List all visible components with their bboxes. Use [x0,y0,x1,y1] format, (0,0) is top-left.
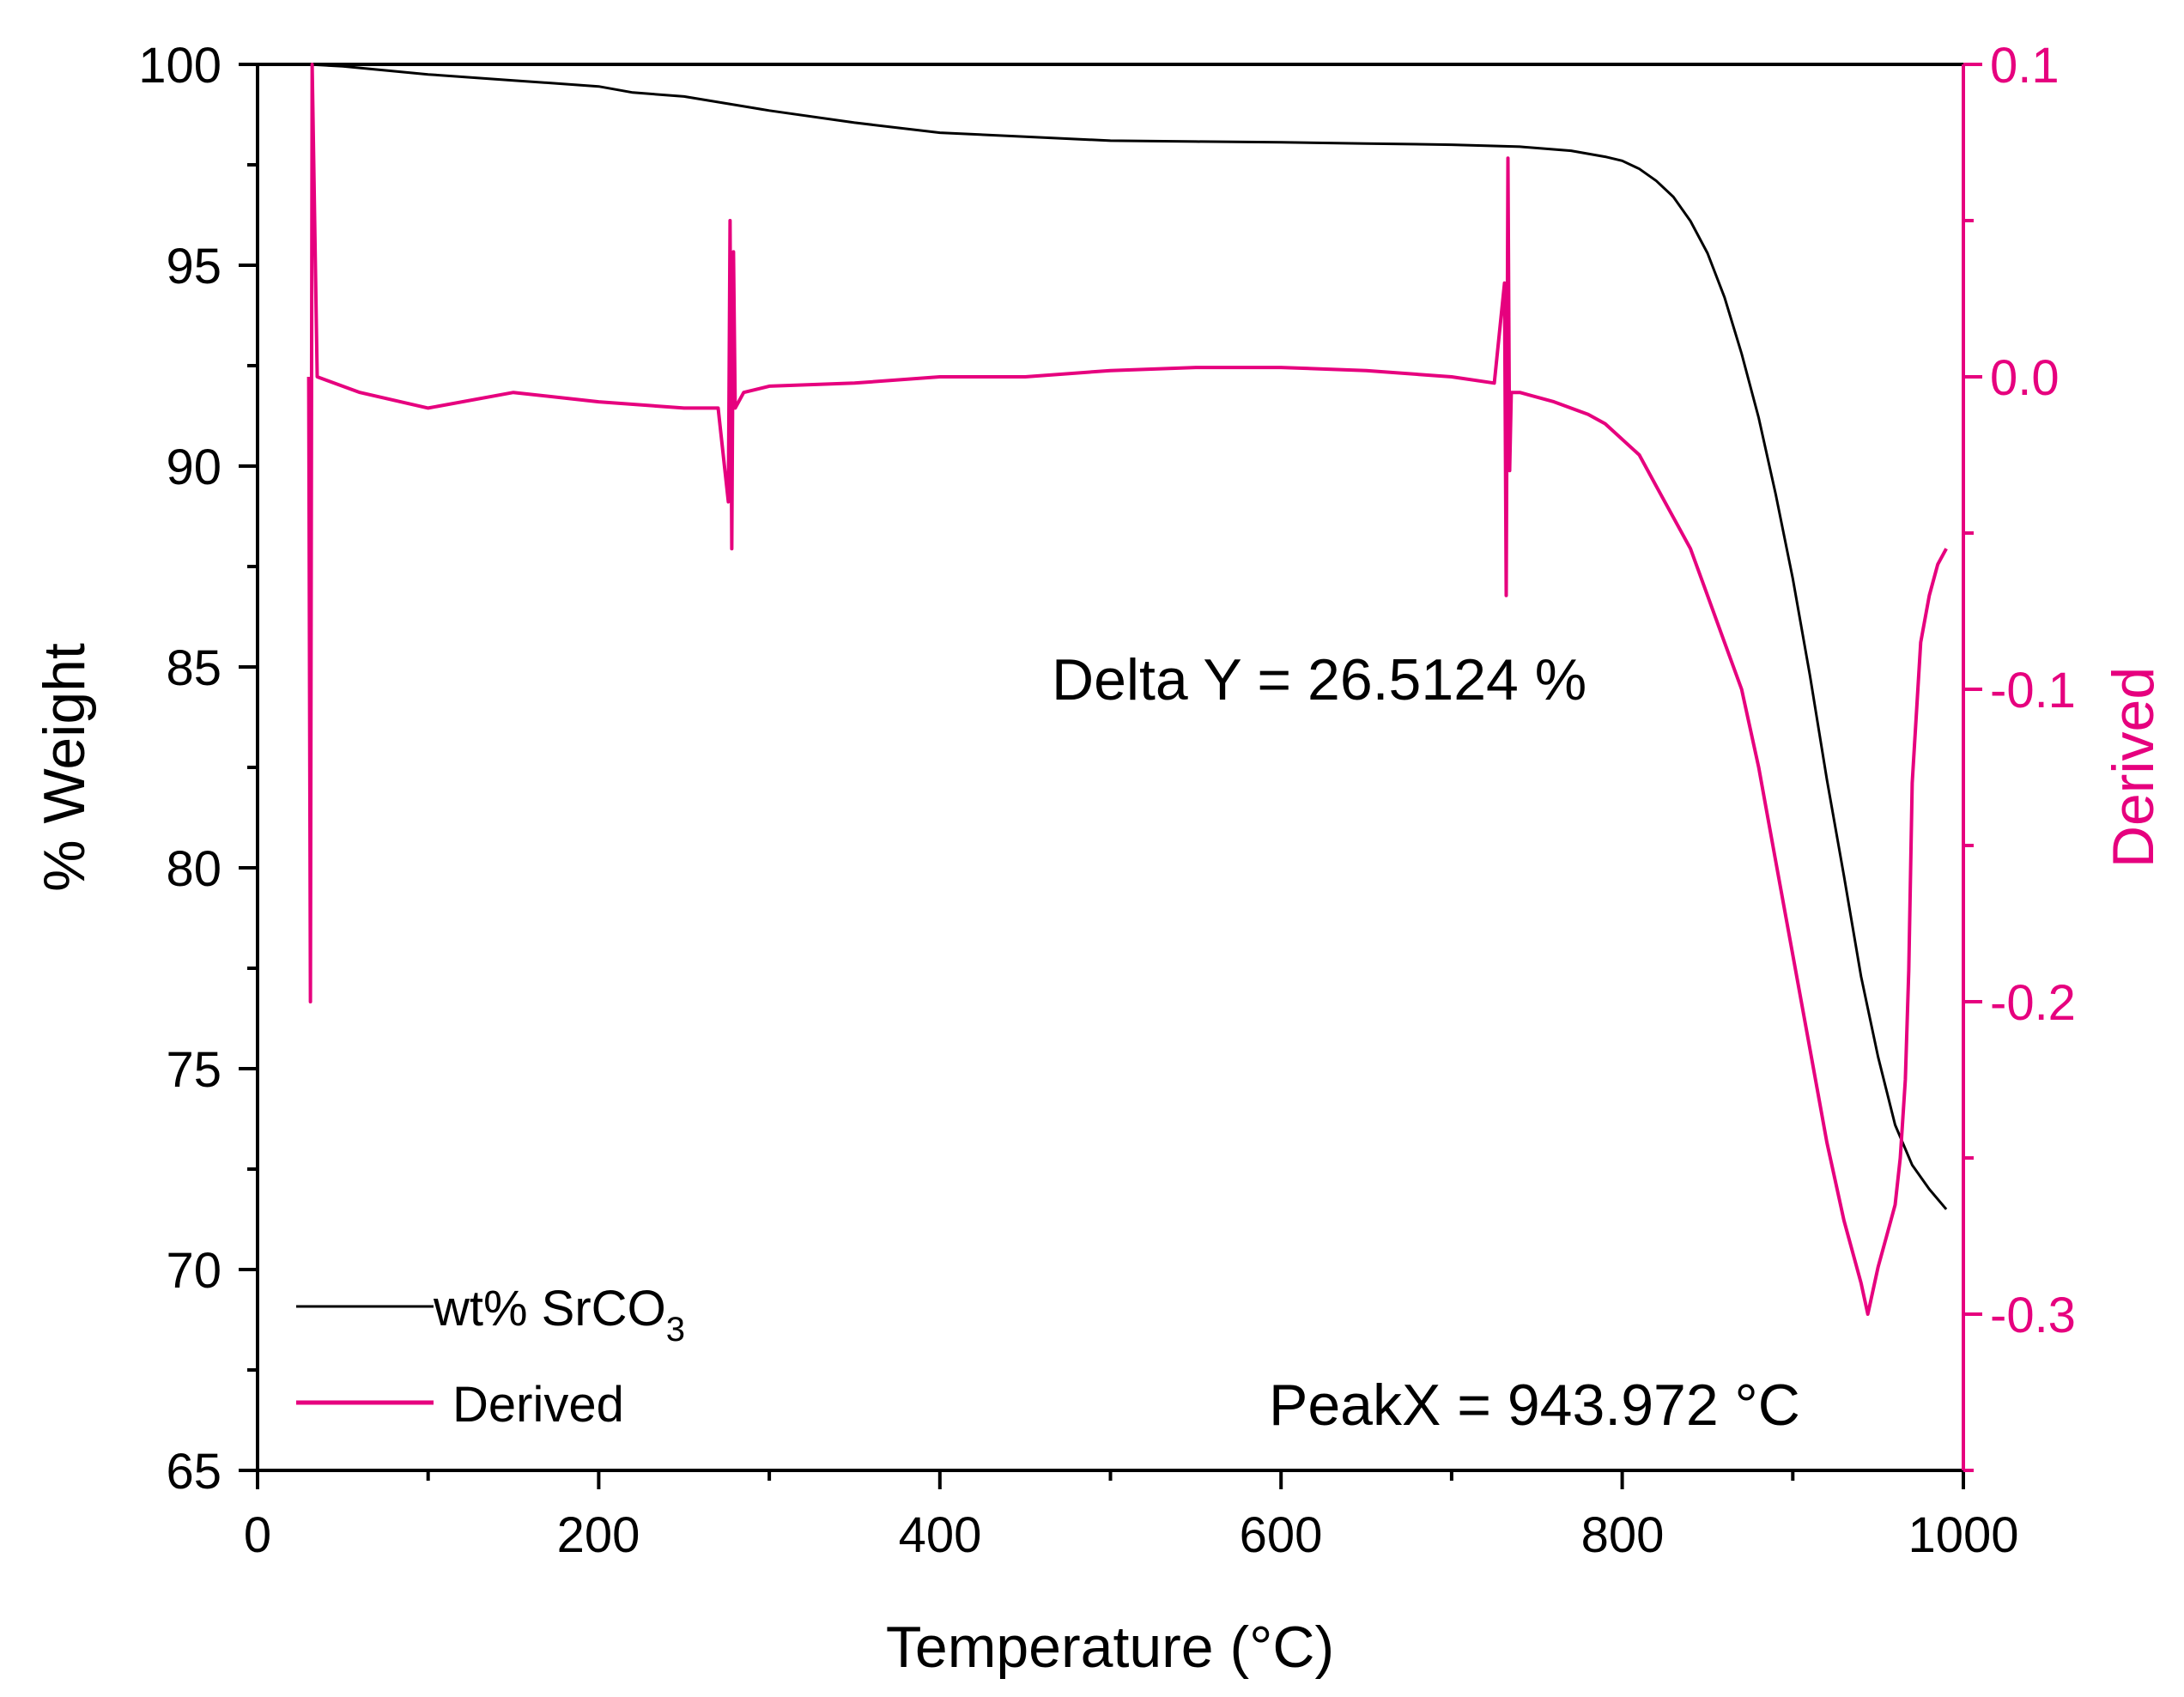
x-tick-label: 200 [557,1507,640,1563]
legend: wt% SrCO3 Derived [296,1281,685,1433]
legend-subscript: 3 [666,1311,685,1349]
y-axis-title: % Weight [32,643,97,892]
y-tick-label: 90 [166,439,221,495]
y2-tick-label: 0.0 [1990,350,2060,406]
x-tick-label: 1000 [1908,1507,2018,1563]
y-tick-labels: 65 70 75 80 85 90 95 100 [138,38,221,1500]
weight-series-line [308,63,1948,1210]
x-axis-title: Temperature (°C) [886,1615,1334,1680]
y-tick-label: 65 [166,1444,221,1500]
y2-tick-labels: 0.1 0.0 -0.1 -0.2 -0.3 [1990,38,2076,1343]
y-tick-label: 85 [166,640,221,696]
y2-tick-label: 0.1 [1990,38,2060,94]
y-tick-label: 70 [166,1243,221,1299]
x-tick-label: 400 [899,1507,982,1563]
derived-series-line [306,63,1948,1316]
legend-label-weight: wt% SrCO3 [433,1281,685,1349]
y2-tick-label: -0.2 [1990,975,2076,1031]
x-tick-label: 600 [1240,1507,1323,1563]
y2-tick-label: -0.3 [1990,1288,2076,1343]
x-tick-label: 0 [244,1507,271,1563]
y-tick-label: 75 [166,1042,221,1098]
y-tick-label: 95 [166,239,221,294]
y2-tick-label: -0.1 [1990,663,2076,718]
delta-y-annotation: Delta Y = 26.5124 % [1052,647,1586,712]
peak-x-annotation: PeakX = 943.972 °C [1269,1373,1800,1438]
x-tick-label: 800 [1581,1507,1665,1563]
y2-axis-title: Derived [2101,667,2166,868]
y-tick-label: 80 [166,841,221,897]
y-tick-label: 100 [138,38,221,94]
legend-label-derived: Derived [452,1377,624,1433]
x-tick-labels: 0 200 400 600 800 1000 [244,1507,2019,1563]
